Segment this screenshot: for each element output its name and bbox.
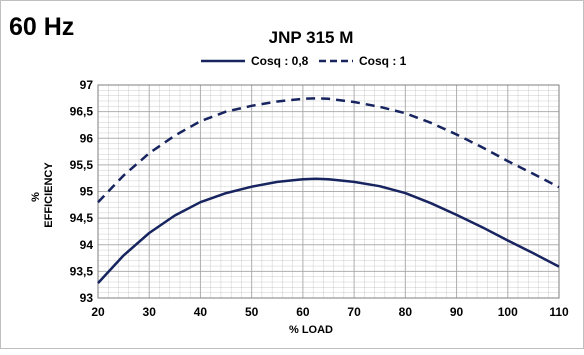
y-tick-label: 96 <box>80 131 94 145</box>
x-tick-label: 110 <box>549 305 569 319</box>
x-tick-label: 50 <box>245 305 259 319</box>
y-axis-unit: % <box>30 192 42 202</box>
x-axis-label: % LOAD <box>289 324 333 336</box>
x-tick-label: 30 <box>143 305 157 319</box>
chart-title: JNP 315 M <box>269 28 354 47</box>
x-tick-label: 60 <box>296 305 310 319</box>
series-line-cosq-1 <box>97 97 560 204</box>
y-tick-label: 96,5 <box>70 105 94 119</box>
y-tick-label: 94 <box>80 238 94 252</box>
x-tick-label: 20 <box>91 305 105 319</box>
y-tick-label: 93 <box>80 291 94 305</box>
x-tick-label: 70 <box>347 305 361 319</box>
frequency-label: 60 Hz <box>9 13 74 41</box>
x-tick-label: 90 <box>450 305 464 319</box>
y-axis-ticks: 93 93,5 94 94,5 95 95,5 96 96,5 97 <box>70 78 94 305</box>
y-tick-label: 94,5 <box>70 211 94 225</box>
series-line-cosq-08 <box>97 177 560 284</box>
x-tick-label: 100 <box>498 305 518 319</box>
y-tick-label: 93,5 <box>70 264 94 278</box>
y-axis-label: EFFICIENCY <box>43 162 55 228</box>
y-tick-label: 97 <box>80 78 94 92</box>
legend-label-cosq-08: Cosq : 0,8 <box>251 54 309 68</box>
x-axis-ticks: 20 30 40 50 60 70 80 90 100 110 <box>91 305 569 319</box>
x-tick-label: 80 <box>399 305 413 319</box>
series-layer <box>97 97 560 284</box>
plot-area <box>97 84 560 299</box>
legend: Cosq : 0,8 Cosq : 1 <box>201 54 407 68</box>
x-tick-label: 40 <box>194 305 208 319</box>
legend-label-cosq-1: Cosq : 1 <box>359 54 407 68</box>
y-tick-label: 95,5 <box>70 158 94 172</box>
y-tick-label: 95 <box>80 185 94 199</box>
